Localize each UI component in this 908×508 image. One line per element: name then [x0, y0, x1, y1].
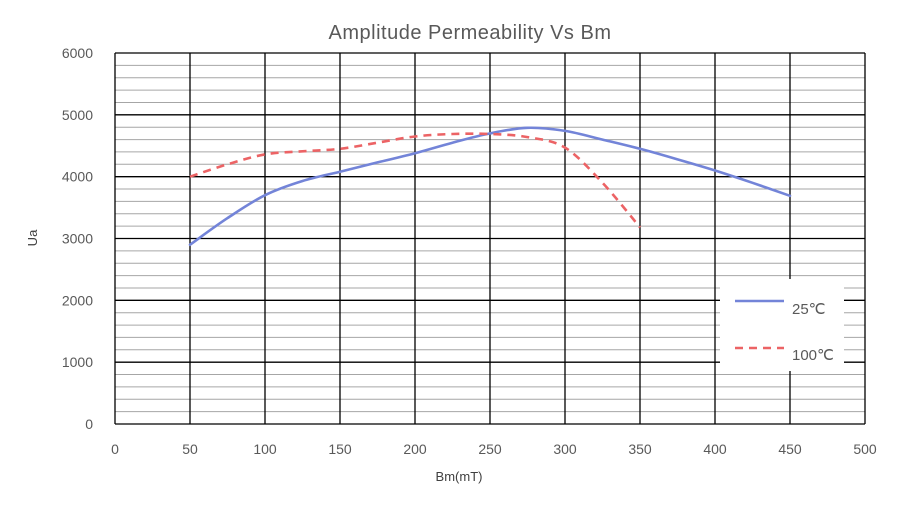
x-tick-label: 400 [703, 441, 727, 457]
y-tick-label: 2000 [62, 292, 93, 308]
legend-box [720, 279, 844, 371]
y-tick-label: 1000 [62, 354, 93, 370]
series-line-0 [188, 126, 792, 246]
legend: 25℃ 100℃ [720, 279, 844, 371]
x-tick-label: 100 [253, 441, 277, 457]
y-axis-label: Ua [25, 229, 40, 246]
y-tick-labels: 0 1000 2000 3000 4000 5000 6000 [62, 45, 93, 432]
legend-label-25c: 25℃ [792, 301, 826, 318]
x-tick-label: 200 [403, 441, 427, 457]
x-tick-label: 450 [778, 441, 802, 457]
x-tick-label: 50 [182, 441, 198, 457]
y-tick-label: 4000 [62, 169, 93, 185]
y-tick-label: 3000 [62, 231, 93, 247]
y-tick-label: 0 [85, 416, 93, 432]
x-tick-label: 250 [478, 441, 502, 457]
x-tick-label: 0 [111, 441, 119, 457]
x-tick-labels: 0 50 100 150 200 250 300 350 400 450 500 [111, 441, 877, 457]
x-tick-label: 500 [853, 441, 877, 457]
series-lines [188, 126, 792, 246]
chart-title: Amplitude Permeability Vs Bm [329, 22, 612, 44]
y-tick-label: 6000 [62, 45, 93, 61]
y-tick-label: 5000 [62, 107, 93, 123]
x-axis-label: Bm(mT) [436, 469, 483, 484]
x-tick-label: 150 [328, 441, 352, 457]
x-tick-label: 300 [553, 441, 577, 457]
x-tick-label: 350 [628, 441, 652, 457]
legend-label-100c: 100℃ [792, 347, 834, 364]
series-line-1 [189, 132, 642, 229]
